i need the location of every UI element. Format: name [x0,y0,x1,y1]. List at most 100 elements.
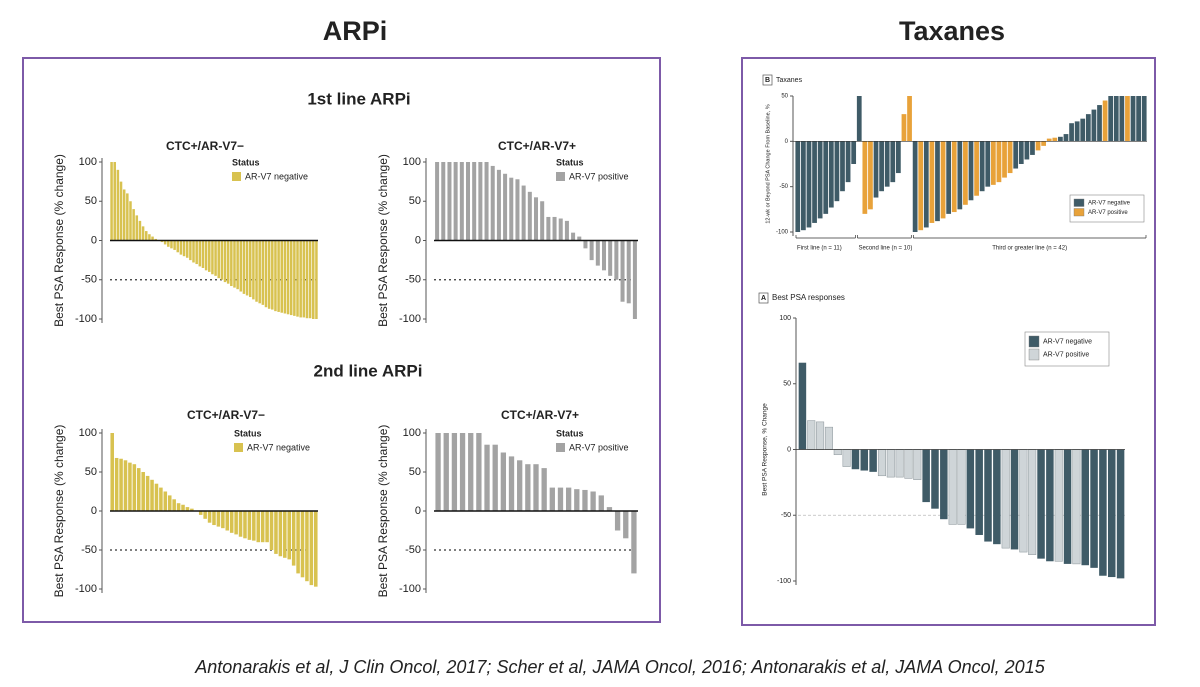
bar [564,220,569,241]
bar [824,426,833,450]
y-axis-label: Best PSA Response (% change) [376,154,390,327]
bar [508,456,515,511]
bar [212,511,216,526]
bar [129,201,132,241]
bar [856,96,862,142]
panel-label-box [762,74,773,86]
y-tick-label: 0 [787,446,791,453]
y-tick-label: 0 [415,234,421,246]
y-tick-label: 50 [85,466,97,478]
bar [957,449,966,525]
bar [862,141,868,214]
bar [574,489,580,511]
bar [315,240,318,319]
bar [1108,96,1114,142]
bar [1099,449,1107,576]
bar [869,449,877,472]
chart-title: CTC+/AR-V7− [166,139,244,153]
citation: Antonarakis et al, J Clin Oncol, 2017; S… [194,657,1045,677]
bar [230,240,233,287]
bar [816,421,825,450]
bar [173,240,176,250]
y-tick-label: -100 [75,313,97,325]
bar [302,240,306,318]
bar [812,141,817,223]
bar [565,487,572,511]
bar [879,141,884,192]
bar [128,462,132,511]
bar [840,141,845,192]
y-axis-label: Best PSA Response, % Change [762,403,769,496]
y-tick-label: -100 [777,578,791,585]
chart-title: Taxanes [776,77,803,84]
group-label: Third or greater line (n = 42) [992,246,1067,252]
y-tick-label: 100 [779,315,791,322]
bar [1001,449,1010,549]
y-tick-label: -50 [81,544,97,556]
bar [1141,96,1147,142]
bar [1063,449,1072,564]
panel-label: B [765,77,770,84]
bar [176,240,180,253]
bar [185,507,190,511]
y-tick-label: -50 [781,512,791,519]
y-tick-label: -50 [779,184,788,190]
bar [198,240,202,267]
bar [492,444,498,511]
bar [606,507,613,511]
bar [1010,449,1019,550]
bar [214,240,217,276]
legend-swatch [1073,198,1085,207]
bar [296,511,300,574]
y-axis-label: 12-wk or Beyond PSA Change From Baseline… [765,104,771,223]
bar [236,240,239,290]
y-tick-label: 100 [79,156,97,168]
legend-label: AR-V7 negative [245,171,308,181]
bar [132,464,137,511]
bar [478,162,483,241]
bar [154,483,159,511]
bar [122,189,126,241]
bar [204,240,208,271]
bar [305,511,309,582]
bar [201,240,205,268]
bar [1119,96,1125,142]
bar [601,240,607,271]
bar [468,433,474,511]
bar [614,240,619,280]
bar [623,511,629,539]
bar [1113,96,1119,142]
y-axis-label: Best PSA Response (% change) [52,154,66,327]
bar [141,472,145,511]
bar [1018,141,1024,164]
bar [459,433,466,511]
bar [243,511,247,539]
bar [985,141,991,187]
bar [252,511,256,541]
bar [1046,138,1052,142]
bar [144,231,148,241]
bar [935,141,940,222]
bar [216,511,221,527]
y-tick-label: -100 [75,583,97,595]
bar [860,449,869,471]
bar [626,240,631,304]
bar [946,141,952,214]
bar [540,201,545,241]
bar [515,179,520,241]
bar [255,240,258,302]
bar [233,240,236,288]
bar [114,457,119,511]
y-tick-label: 0 [91,234,97,246]
legend-swatch [556,443,565,452]
bar [929,141,935,223]
bar [136,468,141,511]
bar [1030,141,1035,155]
bar [533,197,539,241]
y-tick-label: 100 [403,427,421,439]
bar [141,226,145,241]
bar [150,479,154,511]
bar [632,240,637,319]
bar [823,141,829,214]
